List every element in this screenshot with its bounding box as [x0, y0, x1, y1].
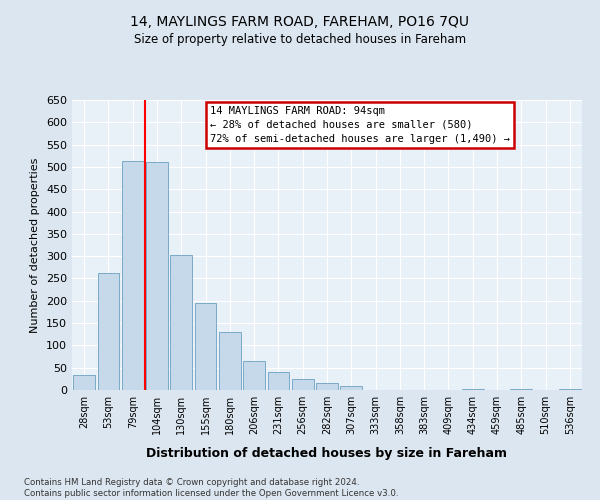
Text: 14 MAYLINGS FARM ROAD: 94sqm
← 28% of detached houses are smaller (580)
72% of s: 14 MAYLINGS FARM ROAD: 94sqm ← 28% of de… [210, 106, 510, 144]
Bar [462, 389, 484, 390]
Bar [122, 161, 143, 390]
Bar [146, 162, 168, 390]
Bar [243, 361, 265, 390]
Text: 14, MAYLINGS FARM ROAD, FAREHAM, PO16 7QU: 14, MAYLINGS FARM ROAD, FAREHAM, PO16 7Q… [131, 15, 470, 29]
Bar [97, 272, 119, 390]
Bar [170, 256, 192, 390]
Bar [340, 386, 362, 390]
Bar [316, 384, 338, 390]
Bar [511, 389, 532, 390]
Bar [73, 376, 95, 390]
Text: Contains HM Land Registry data © Crown copyright and database right 2024.
Contai: Contains HM Land Registry data © Crown c… [24, 478, 398, 498]
Y-axis label: Number of detached properties: Number of detached properties [31, 158, 40, 332]
Bar [219, 332, 241, 390]
Bar [268, 372, 289, 390]
Text: Distribution of detached houses by size in Fareham: Distribution of detached houses by size … [146, 448, 508, 460]
Bar [559, 389, 581, 390]
Text: Size of property relative to detached houses in Fareham: Size of property relative to detached ho… [134, 32, 466, 46]
Bar [194, 303, 217, 390]
Bar [292, 379, 314, 390]
